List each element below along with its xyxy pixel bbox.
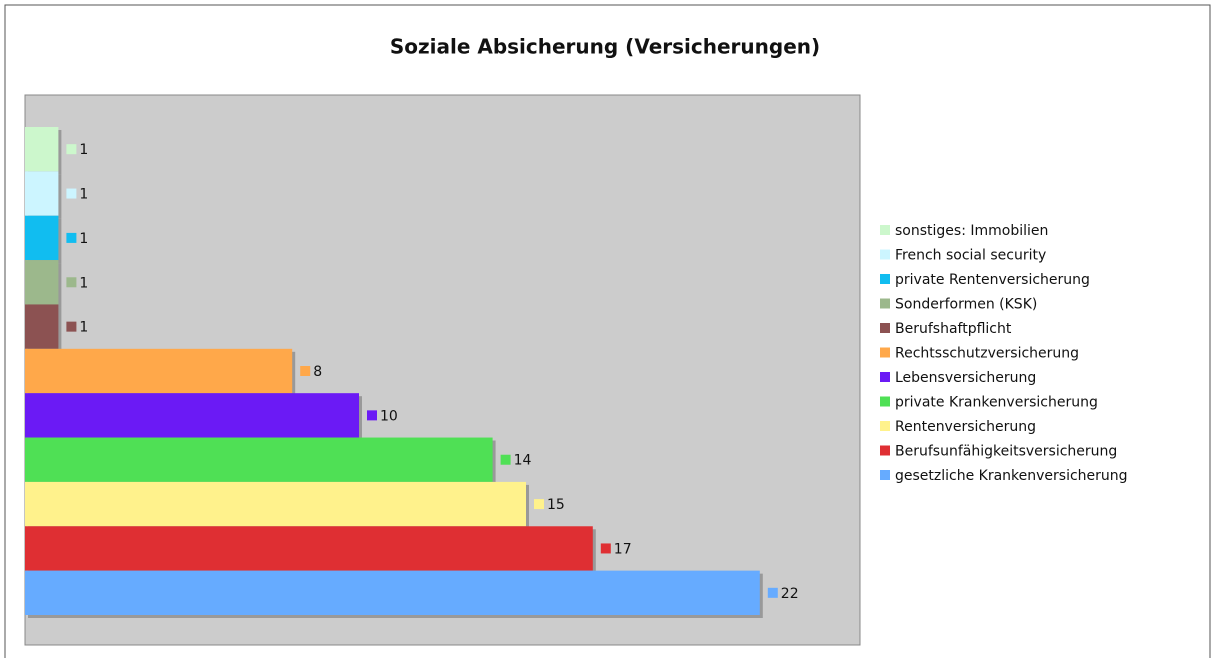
value-label: 1 xyxy=(79,320,88,336)
legend-label: Lebensversicherung xyxy=(895,370,1036,386)
value-label: 1 xyxy=(79,275,88,291)
label-swatch xyxy=(66,232,77,243)
bar xyxy=(25,526,593,571)
legend-label: Rechtsschutzversicherung xyxy=(895,346,1079,362)
bar xyxy=(25,260,59,305)
legend-swatch xyxy=(880,372,890,382)
value-label: 22 xyxy=(781,586,799,602)
legend-label: private Krankenversicherung xyxy=(895,395,1098,411)
chart-title: Soziale Absicherung (Versicherungen) xyxy=(390,35,820,59)
legend-label: Sonderformen (KSK) xyxy=(895,297,1037,313)
value-label: 1 xyxy=(79,231,88,247)
label-swatch xyxy=(66,277,77,288)
bar xyxy=(25,393,359,438)
value-label: 1 xyxy=(79,187,88,203)
bar xyxy=(25,570,760,615)
legend-label: gesetzliche Krankenversicherung xyxy=(895,468,1128,484)
legend-swatch xyxy=(880,274,890,284)
value-label: 1 xyxy=(79,142,88,158)
bar xyxy=(25,481,526,527)
label-swatch xyxy=(66,321,77,332)
legend-swatch xyxy=(880,396,890,407)
bar xyxy=(25,437,493,482)
label-swatch xyxy=(66,188,77,199)
legend-swatch xyxy=(880,421,890,431)
label-swatch xyxy=(600,543,611,554)
value-label: 10 xyxy=(380,408,398,424)
label-swatch xyxy=(767,587,778,598)
label-swatch xyxy=(367,410,377,421)
label-swatch xyxy=(534,499,544,510)
value-label: 8 xyxy=(313,364,322,380)
bar xyxy=(25,304,59,349)
value-label: 15 xyxy=(547,497,565,513)
legend-swatch xyxy=(880,323,890,333)
legend-swatch xyxy=(880,445,890,456)
bar xyxy=(25,127,59,172)
label-swatch xyxy=(66,144,77,155)
value-label: 17 xyxy=(614,541,632,557)
label-swatch xyxy=(500,454,511,465)
legend-swatch xyxy=(880,470,890,480)
legend-label: Rentenversicherung xyxy=(895,419,1036,435)
legend-label: Berufshaftpflicht xyxy=(895,321,1012,337)
legend-swatch xyxy=(880,249,890,260)
legend-label: Berufsunfähigkeitsversicherung xyxy=(895,444,1117,460)
legend-swatch xyxy=(880,298,890,309)
label-swatch xyxy=(300,366,311,376)
bar xyxy=(25,348,293,394)
legend-swatch xyxy=(880,347,890,358)
legend-label: French social security xyxy=(895,248,1046,264)
bar xyxy=(25,171,59,216)
value-label: 14 xyxy=(514,453,532,469)
legend-swatch xyxy=(880,225,890,235)
bar xyxy=(25,215,59,261)
legend-label: private Rentenversicherung xyxy=(895,272,1090,288)
legend-label: sonstiges: Immobilien xyxy=(895,223,1048,239)
